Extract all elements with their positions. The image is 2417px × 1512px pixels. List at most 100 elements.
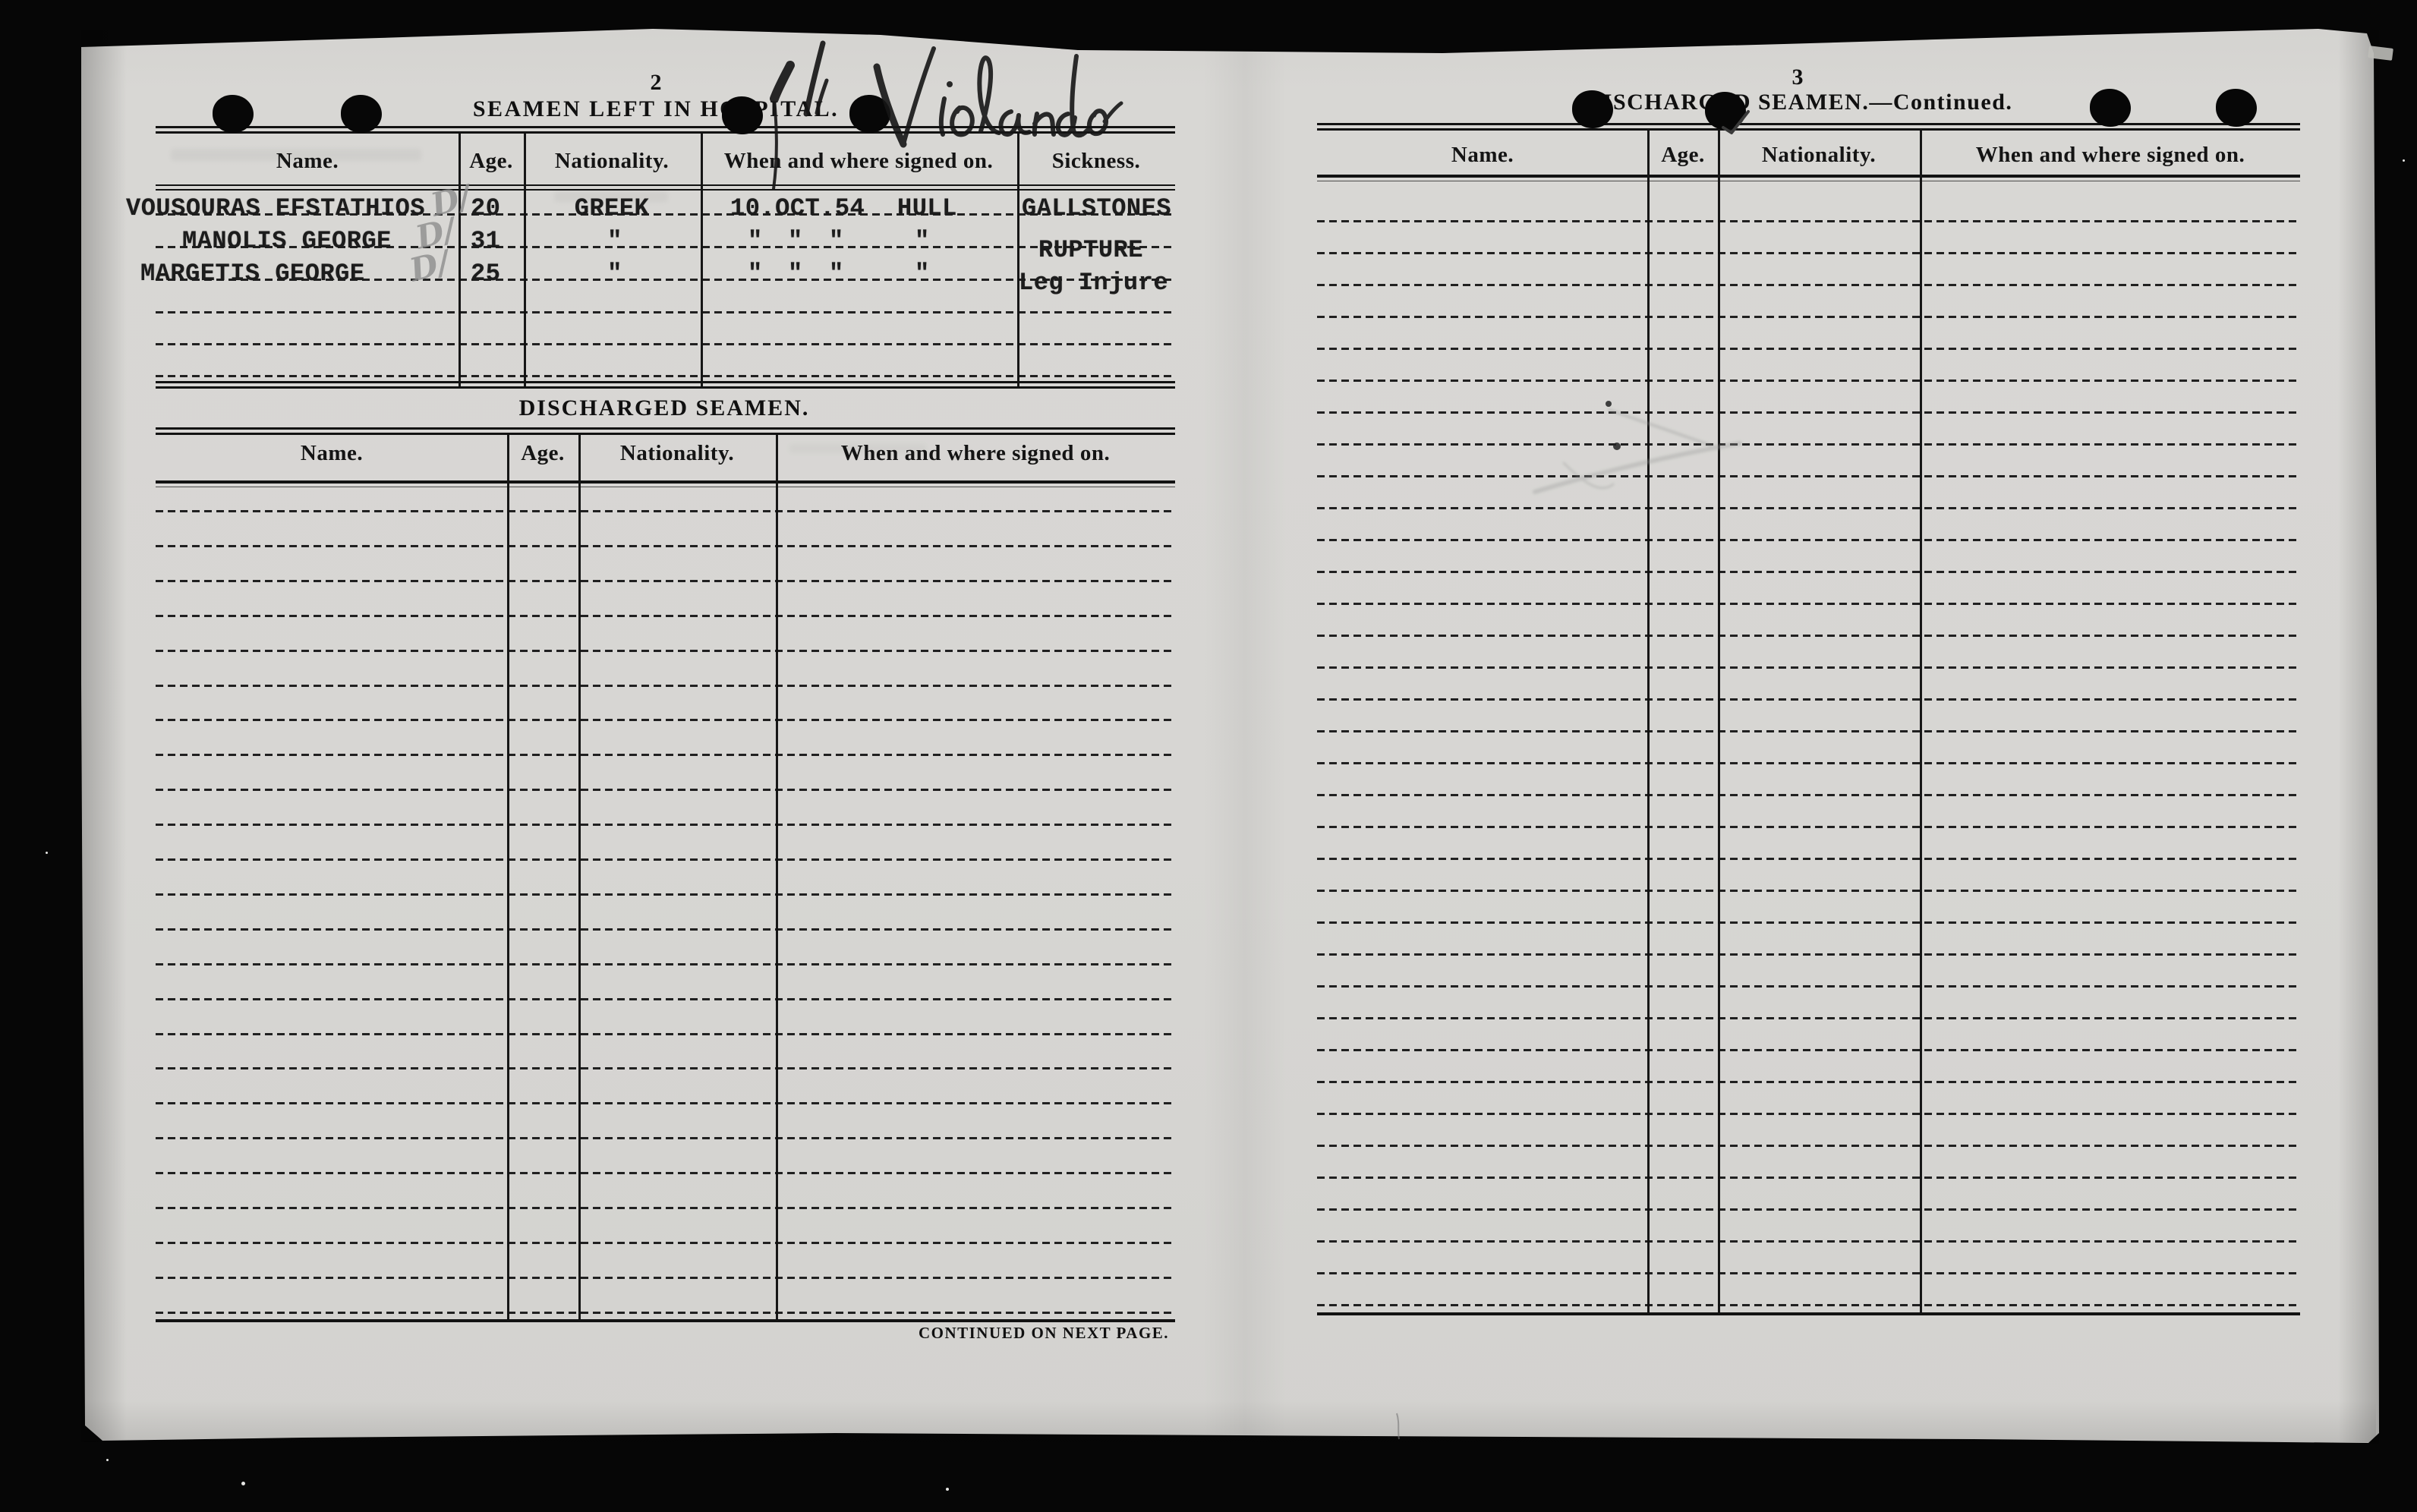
hospital-row-name: MARGETIS GEORGE: [140, 260, 365, 288]
bleedthrough-smudge: [171, 149, 421, 161]
left-discharged-table-row-rule: [156, 754, 1175, 756]
hospital-row-signed-on: 10.OCT.54: [730, 194, 865, 222]
punch-hole: [722, 96, 763, 134]
right-discharged-table-row-rule: [1317, 1304, 2300, 1306]
hospital-table-row-rule: [156, 246, 1175, 248]
left-discharged-table-bottom-rule: [156, 1319, 1175, 1322]
pencil-scribble: [1533, 408, 1742, 494]
right-discharged-table-row-rule: [1317, 252, 2300, 254]
hospital-row-nationality: ": [607, 260, 622, 288]
left-discharged-table-row-rule: [156, 1312, 1175, 1314]
right-discharged-table-row-rule: [1317, 826, 2300, 828]
left-discharged-table-row-rule: [156, 719, 1175, 721]
punch-hole: [2090, 89, 2131, 127]
hospital-row-name: MANOLIS GEORGE: [182, 227, 392, 255]
left-discharged-table-header-age: Age.: [521, 441, 565, 465]
right-discharged-table-row-rule: [1317, 1145, 2300, 1147]
right-discharged-table-header-age: Age.: [1661, 143, 1705, 167]
hospital-table-bottom-rule: [156, 381, 1175, 389]
hospital-row-age: 20: [471, 194, 501, 222]
right-discharged-table-row-rule: [1317, 1081, 2300, 1083]
hospital-row-nationality: GREEK: [574, 194, 650, 222]
left-discharged-table-row-rule: [156, 1172, 1175, 1174]
ink-speck: [1613, 443, 1621, 450]
left-discharged-table-row-rule: [156, 1033, 1175, 1035]
punch-hole: [1572, 90, 1613, 128]
left-discharged-table-row-rule: [156, 858, 1175, 861]
checkmark: [1722, 110, 1750, 134]
hospital-table-column-divider: [459, 134, 461, 389]
left-discharged-table-row-rule: [156, 928, 1175, 931]
hospital-table-row-rule: [156, 311, 1175, 313]
left-discharged-table-row-rule: [156, 1102, 1175, 1104]
discharged-section-title: DISCHARGED SEAMEN.: [518, 395, 810, 421]
right-discharged-table-row-rule: [1317, 1177, 2300, 1179]
right-discharged-table-row-rule: [1317, 443, 2300, 446]
right-discharged-table-row-rule: [1317, 571, 2300, 573]
left-discharged-table-row-rule: [156, 545, 1175, 547]
dust-speck: [2403, 159, 2405, 162]
right-discharged-table-column-divider: [1718, 131, 1720, 1315]
left-discharged-table-header-name: Name.: [300, 441, 364, 465]
handwritten-ship-name: [873, 46, 1123, 148]
dust-speck: [241, 1482, 245, 1485]
bleedthrough-smudge: [554, 191, 668, 202]
left-discharged-table-row-rule: [156, 893, 1175, 896]
hospital-row-signed-on: ": [829, 260, 844, 288]
hospital-table-row-rule: [156, 213, 1175, 216]
hospital-table-column-divider: [524, 134, 526, 389]
left-discharged-table-row-rule: [156, 1207, 1175, 1209]
right-discharged-table-row-rule: [1317, 507, 2300, 509]
left-discharged-table-row-rule: [156, 580, 1175, 582]
left-page-number: 2: [650, 70, 662, 95]
dust-speck: [106, 1459, 109, 1461]
continued-footer: CONTINUED ON NEXT PAGE.: [918, 1324, 1170, 1342]
right-discharged-table-row-rule: [1317, 698, 2300, 701]
right-discharged-table-row-rule: [1317, 762, 2300, 764]
left-discharged-table-row-rule: [156, 1137, 1175, 1139]
right-discharged-table-row-rule: [1317, 603, 2300, 605]
right-discharged-table-row-rule: [1317, 539, 2300, 541]
left-discharged-table-row-rule: [156, 824, 1175, 826]
paper-crease-hair: [1396, 1413, 1400, 1440]
hospital-table-header-name: Name.: [276, 149, 339, 173]
hospital-table-row-rule: [156, 375, 1175, 377]
right-discharged-table-row-rule: [1317, 985, 2300, 988]
dust-speck: [46, 852, 48, 854]
left-discharged-table-header-nationality: Nationality.: [619, 441, 735, 465]
right-discharged-table-top-rule: [1317, 123, 2300, 131]
hospital-row-sickness: RUPTURE: [1038, 236, 1143, 264]
hospital-row-signed-on: ": [915, 260, 930, 288]
right-discharged-table-header-name: Name.: [1451, 143, 1514, 167]
right-discharged-table-bottom-rule: [1317, 1312, 2300, 1315]
left-discharged-table-row-rule: [156, 685, 1175, 687]
hospital-table-header-rule: [156, 184, 1175, 191]
ink-speck: [1606, 401, 1612, 407]
punch-hole: [213, 95, 254, 133]
punch-hole: [341, 95, 382, 133]
left-discharged-table-top-rule: [156, 427, 1175, 435]
right-discharged-table-column-divider: [1920, 131, 1922, 1315]
right-discharged-table-row-rule: [1317, 284, 2300, 286]
hospital-table-header-age: Age.: [469, 149, 513, 173]
hospital-table-column-divider: [1017, 134, 1019, 389]
hospital-row-name: VOUSOURAS EFSTATHIOS: [126, 194, 426, 222]
right-discharged-table-row-rule: [1317, 1240, 2300, 1243]
right-discharged-table-row-rule: [1317, 1208, 2300, 1211]
hospital-row-signed-on: ": [915, 227, 930, 255]
left-discharged-table-row-rule: [156, 1242, 1175, 1244]
bleedthrough-smudge: [789, 444, 926, 453]
dust-speck: [946, 1488, 949, 1491]
hospital-row-signed-on: HULL: [897, 194, 957, 222]
right-discharged-table-row-rule: [1317, 635, 2300, 637]
right-discharged-table-row-rule: [1317, 1113, 2300, 1115]
left-discharged-table-header-rule: [156, 480, 1175, 487]
left-discharged-table-row-rule: [156, 1067, 1175, 1069]
left-discharged-table-row-rule: [156, 998, 1175, 1000]
right-discharged-table-row-rule: [1317, 921, 2300, 924]
right-page-number: 3: [1791, 65, 1804, 90]
right-discharged-table-row-rule: [1317, 953, 2300, 956]
right-discharged-table-header-whenandwheresignedon: When and where signed on.: [1975, 143, 2245, 167]
